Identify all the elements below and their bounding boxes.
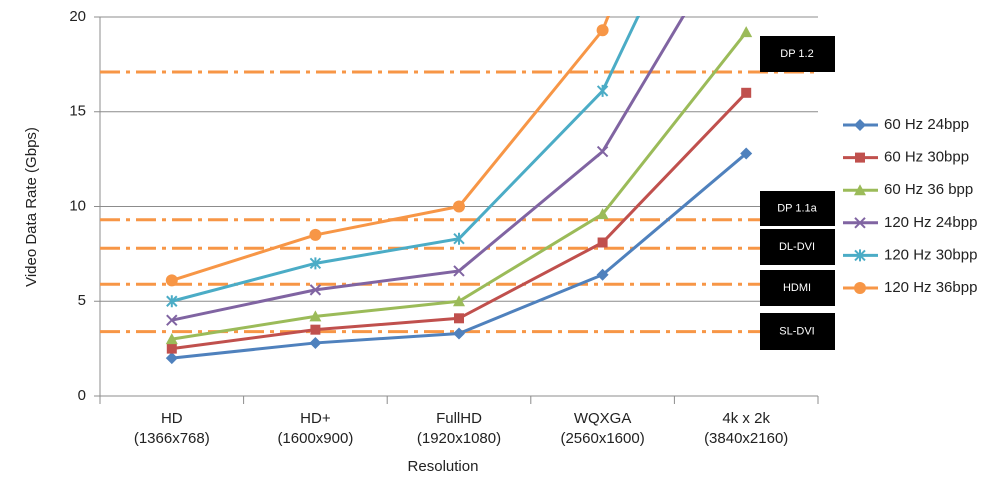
data-point xyxy=(165,333,178,345)
y-tick-label: 15 xyxy=(69,103,86,120)
plot-area xyxy=(165,16,753,365)
reference-label-box xyxy=(760,313,835,350)
data-point xyxy=(597,237,608,248)
reference-label-box xyxy=(760,36,835,72)
data-point xyxy=(309,257,322,270)
series-line xyxy=(171,16,640,303)
data-point xyxy=(310,324,321,335)
x-tick-label: FullHD (1920x1080) xyxy=(416,410,502,447)
data-point xyxy=(166,343,177,354)
series-line xyxy=(171,31,748,341)
x-tick-label: HD (1366x768) xyxy=(133,410,210,447)
y-axis-title: Video Data Rate (Gbps) xyxy=(23,127,40,287)
data-point xyxy=(740,147,753,160)
data-point xyxy=(309,310,322,322)
data-point xyxy=(166,314,178,326)
legend-label: 120 Hz 36bpp xyxy=(884,279,977,296)
reference-label: DP 1.1a xyxy=(777,202,817,214)
data-point xyxy=(740,26,753,38)
reference-label: HDMI xyxy=(783,282,811,294)
y-tick-label: 0 xyxy=(78,387,86,404)
data-point xyxy=(453,295,465,307)
legend-marker xyxy=(854,282,866,294)
legend-marker xyxy=(854,249,866,262)
data-point xyxy=(165,352,178,365)
data-point xyxy=(453,232,465,245)
x-tick-label: WQXGA (2560x1600) xyxy=(560,410,645,447)
data-point xyxy=(165,274,178,287)
legend-marker xyxy=(854,184,866,196)
x-tick-label: 4k x 2k (3840x2160) xyxy=(704,410,789,447)
y-tick-label: 5 xyxy=(78,292,86,309)
reference-label-box xyxy=(760,229,835,265)
legend-label: 60 Hz 30bpp xyxy=(884,149,969,166)
legend-label: 120 Hz 30bpp xyxy=(884,246,977,263)
y-tick-label: 10 xyxy=(69,197,86,214)
data-point xyxy=(454,313,464,324)
legend-label: 60 Hz 36 bpp xyxy=(884,181,973,198)
legend-marker xyxy=(854,217,866,229)
data-point xyxy=(309,228,322,241)
legend-marker xyxy=(855,152,865,163)
data-point xyxy=(596,24,609,37)
data-point xyxy=(596,268,609,281)
reference-label-box xyxy=(760,270,835,306)
legend-marker xyxy=(854,119,866,131)
data-point xyxy=(309,336,322,349)
data-point xyxy=(453,265,465,277)
legend-label: 120 Hz 24bpp xyxy=(884,214,977,231)
data-point xyxy=(596,145,609,158)
reference-label: DP 1.2 xyxy=(780,48,813,60)
x-tick-label: HD+ (1600x900) xyxy=(277,410,354,447)
data-point xyxy=(596,208,609,220)
legend-label: 60 Hz 24bpp xyxy=(884,116,969,133)
data-point xyxy=(453,327,465,340)
reference-label: DL-DVI xyxy=(779,241,815,253)
y-tick-label: 20 xyxy=(69,8,86,25)
data-point xyxy=(309,284,322,296)
data-point xyxy=(596,84,609,97)
data-point xyxy=(166,295,178,308)
reference-label-box xyxy=(760,191,835,226)
x-axis-title: Resolution xyxy=(408,458,479,475)
data-point xyxy=(453,200,465,213)
reference-label: SL-DVI xyxy=(779,325,814,337)
data-point xyxy=(741,87,752,98)
